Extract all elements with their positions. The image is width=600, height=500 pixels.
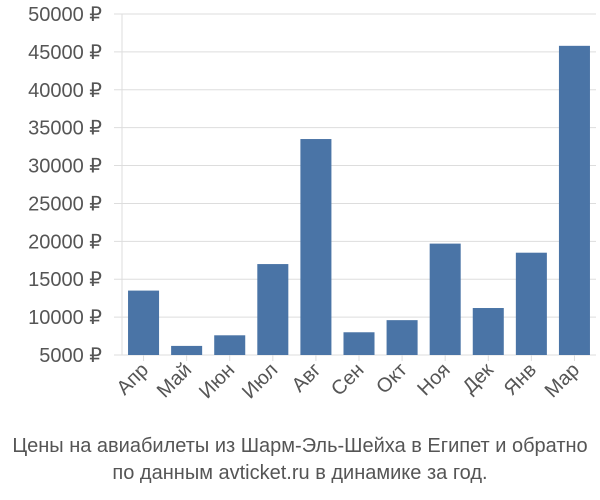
y-tick-label: 15000 ₽ xyxy=(28,269,102,291)
bar-10 xyxy=(515,252,547,355)
bar-11 xyxy=(558,45,590,356)
bar-1 xyxy=(128,290,160,355)
x-tick-label: Дек xyxy=(459,359,498,398)
y-tick-label: 45000 ₽ xyxy=(28,42,102,64)
x-tick-label: Мар xyxy=(541,359,584,402)
x-tick-label: Апр xyxy=(113,359,154,400)
chart-svg: 5000 ₽ 10000 ₽ 15000 ₽ 20000 ₽ 25000 ₽ 30000 … xyxy=(28,4,596,403)
x-tick-label: Авг xyxy=(288,359,326,397)
bar-4 xyxy=(257,264,289,355)
x-tick-label: Янв xyxy=(500,359,541,400)
bar-5 xyxy=(300,139,332,355)
bar-7 xyxy=(386,320,418,355)
x-tick-label: Окт xyxy=(372,359,411,398)
x-tick-label: Июл xyxy=(238,359,282,403)
bar-9 xyxy=(472,308,504,355)
y-tick-label: 35000 ₽ xyxy=(28,118,102,140)
y-tick-label: 50000 ₽ xyxy=(28,4,102,26)
bar-3 xyxy=(214,335,246,355)
y-tick-label: 25000 ₽ xyxy=(28,193,102,215)
y-tick-label: 20000 ₽ xyxy=(28,231,102,253)
y-tick-label: 10000 ₽ xyxy=(28,307,102,329)
x-tick-label: Сен xyxy=(327,359,368,400)
bar-6 xyxy=(343,332,375,355)
price-bar-chart: 5000 ₽ 10000 ₽ 15000 ₽ 20000 ₽ 25000 ₽ 30000 … xyxy=(28,4,596,403)
y-tick-label: 40000 ₽ xyxy=(28,80,102,102)
y-tick-label: 5000 ₽ xyxy=(39,345,102,367)
bar-8 xyxy=(429,243,461,355)
y-tick-label: 30000 ₽ xyxy=(28,156,102,178)
chart-caption-line-1: Цены на авиабилеты из Шарм-Эль-Шейха в Е… xyxy=(12,435,588,457)
x-tick-label: Июн xyxy=(195,359,239,403)
x-tick-label: Май xyxy=(153,359,196,402)
bar-2 xyxy=(171,345,203,355)
x-tick-label: Ноя xyxy=(413,359,454,400)
chart-caption-line-2: по данным avticket.ru в динамике за год. xyxy=(112,462,488,484)
